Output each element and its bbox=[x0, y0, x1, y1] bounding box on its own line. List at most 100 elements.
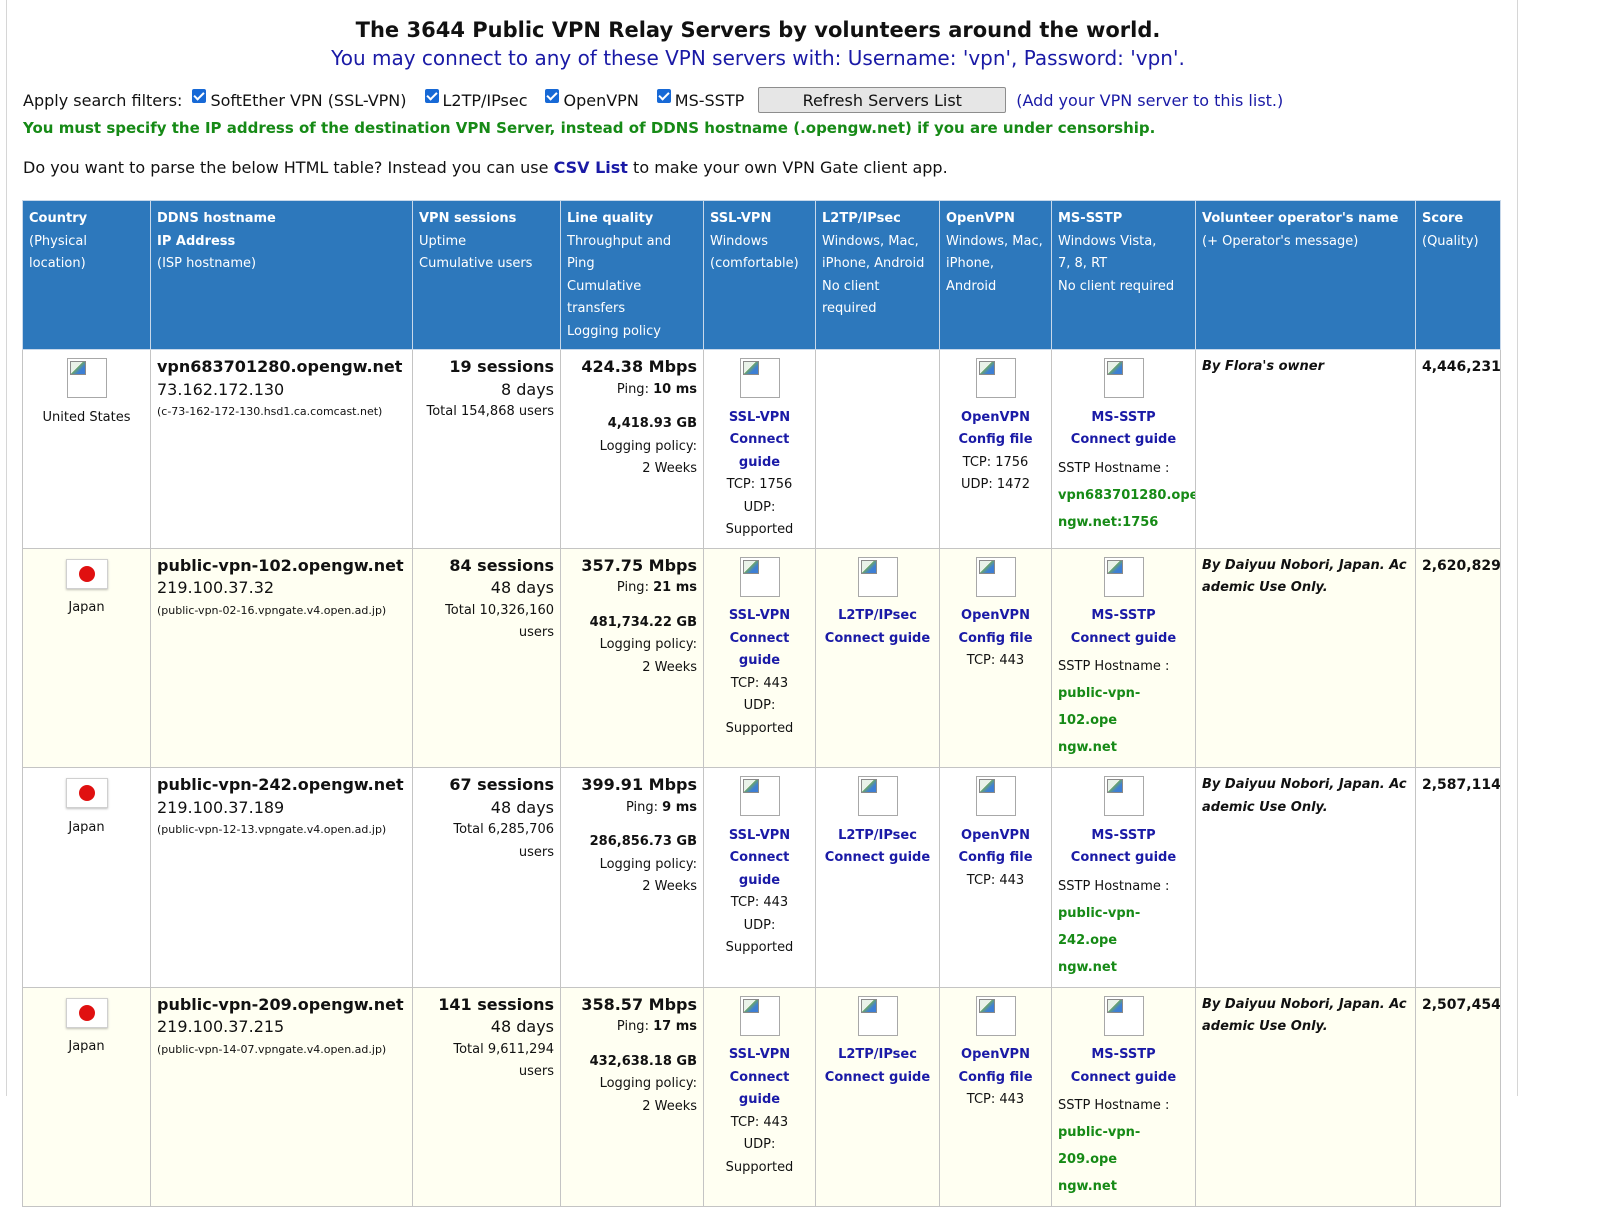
mssstp-link[interactable]: MS-SSTP bbox=[1091, 1047, 1156, 1062]
checkbox-l2tp[interactable] bbox=[424, 89, 439, 103]
openvpn-icon[interactable] bbox=[975, 776, 1016, 816]
sstp-hostname-box: SSTP Hostname : public-vpn-209.ope ngw.net bbox=[1058, 1092, 1189, 1200]
session-count: 67 sessions bbox=[449, 775, 554, 794]
mssstp-icon[interactable] bbox=[1103, 776, 1144, 816]
mssstp-connect-guide-link[interactable]: Connect guide bbox=[1070, 1069, 1177, 1085]
ssl-vpn-icon[interactable] bbox=[739, 556, 780, 597]
ssl-vpn-link[interactable]: SSL-VPN bbox=[728, 409, 791, 425]
openvpn-config-file-link[interactable]: Config file bbox=[958, 630, 1033, 646]
l2tp-connect-guide-link[interactable]: Connect guide bbox=[824, 850, 931, 865]
sstp-hostname-box: SSTP Hostname : vpn683701280.ope ngw.net:1… bbox=[1058, 455, 1195, 536]
l2tp-link[interactable]: L2TP/IPsec bbox=[838, 1047, 917, 1062]
country-name: Japan bbox=[68, 600, 105, 615]
openvpn-icon[interactable] bbox=[975, 995, 1016, 1036]
cumulative-transfers: 286,856.73 GB bbox=[589, 834, 697, 849]
ssl-connect-guide-link[interactable]: Connect guide bbox=[729, 850, 790, 888]
sessions-cell: 84 sessions 48 days Total 10,326,160 use… bbox=[412, 547, 561, 768]
l2tp-cell: L2TP/IPsec Connect guide bbox=[815, 986, 940, 1207]
ssl-vpn-link[interactable]: SSL-VPN bbox=[728, 1047, 791, 1062]
uptime: 48 days bbox=[490, 578, 554, 597]
hostname-cell: public-vpn-209.opengw.net 219.100.37.215… bbox=[150, 986, 413, 1207]
l2tp-icon[interactable] bbox=[857, 776, 898, 816]
filter-label-l2tp[interactable]: L2TP/IPsec bbox=[442, 90, 528, 110]
ip-address: 219.100.37.32 bbox=[157, 578, 275, 597]
country-name: Japan bbox=[68, 819, 105, 835]
ip-address: 219.100.37.215 bbox=[157, 1017, 285, 1036]
ddns-hostname: public-vpn-209.opengw.net bbox=[157, 994, 404, 1014]
col-ssl-vpn: SSL-VPN Windows (comfortable) bbox=[703, 200, 816, 350]
mssstp-link[interactable]: MS-SSTP bbox=[1091, 608, 1156, 623]
checkbox-softether[interactable] bbox=[192, 89, 207, 103]
mssstp-icon[interactable] bbox=[1103, 556, 1144, 597]
openvpn-config-file-link[interactable]: Config file bbox=[958, 1069, 1033, 1085]
l2tp-icon[interactable] bbox=[857, 556, 898, 597]
l2tp-connect-guide-link[interactable]: Connect guide bbox=[824, 630, 931, 646]
l2tp-connect-guide-link[interactable]: Connect guide bbox=[824, 1069, 931, 1085]
mssstp-connect-guide-link[interactable]: Connect guide bbox=[1070, 630, 1177, 646]
openvpn-config-file-link[interactable]: Config file bbox=[958, 432, 1033, 447]
openvpn-config-file-link[interactable]: Config file bbox=[958, 850, 1033, 865]
l2tp-link[interactable]: L2TP/IPsec bbox=[838, 827, 917, 843]
ssl-vpn-icon[interactable] bbox=[739, 776, 780, 816]
mssstp-link[interactable]: MS-SSTP bbox=[1091, 409, 1156, 425]
operator-name: By Daiyuu Nobori, Japan. Academic Use On… bbox=[1202, 777, 1407, 815]
mssstp-link[interactable]: MS-SSTP bbox=[1091, 827, 1156, 843]
uptime: 48 days bbox=[490, 797, 554, 817]
checkbox-mssstp[interactable] bbox=[656, 89, 671, 103]
japan-flag-icon bbox=[65, 558, 108, 589]
mssstp-connect-guide-link[interactable]: Connect guide bbox=[1070, 432, 1177, 447]
cumulative-transfers: 481,734.22 GB bbox=[589, 614, 697, 630]
ssl-vpn-link[interactable]: SSL-VPN bbox=[728, 608, 791, 623]
session-count: 19 sessions bbox=[449, 357, 554, 376]
openvpn-link[interactable]: OpenVPN bbox=[961, 827, 1030, 843]
openvpn-icon[interactable] bbox=[975, 358, 1016, 398]
l2tp-cell bbox=[815, 349, 940, 549]
score-cell: 2,587,114 bbox=[1415, 767, 1501, 988]
score-value: 2,587,114 bbox=[1422, 777, 1501, 793]
col-country: Country (Physical location) bbox=[22, 200, 151, 350]
refresh-servers-button[interactable]: Refresh Servers List bbox=[758, 87, 1007, 113]
filters-label: Apply search filters: bbox=[23, 90, 183, 110]
csv-list-link[interactable]: CSV List bbox=[553, 158, 628, 177]
openvpn-icon[interactable] bbox=[975, 556, 1016, 597]
openvpn-link[interactable]: OpenVPN bbox=[961, 1047, 1030, 1062]
l2tp-icon[interactable] bbox=[857, 995, 898, 1036]
logging-label: Logging policy: bbox=[599, 438, 697, 454]
checkbox-openvpn[interactable] bbox=[545, 89, 560, 103]
operator-name: By Daiyuu Nobori, Japan. Academic Use On… bbox=[1202, 557, 1407, 596]
flag-sun bbox=[78, 785, 95, 801]
sstp-hostname-part2: ngw.net:1756 bbox=[1058, 514, 1159, 530]
ping: Ping: 10 ms bbox=[616, 381, 697, 397]
line-quality-cell: 357.75 Mbps Ping: 21 ms 481,734.22 GB Lo… bbox=[560, 547, 704, 768]
ssl-connect-guide-link[interactable]: Connect guide bbox=[729, 1069, 790, 1108]
ssl-vpn-icon[interactable] bbox=[739, 995, 780, 1036]
ssl-vpn-link[interactable]: SSL-VPN bbox=[728, 827, 791, 843]
filter-label-openvpn[interactable]: OpenVPN bbox=[563, 90, 639, 110]
ssl-vpn-icon[interactable] bbox=[739, 358, 780, 398]
ssl-connect-guide-link[interactable]: Connect guide bbox=[729, 432, 790, 470]
col-mssstp: MS-SSTP Windows Vista, 7, 8, RT No client r… bbox=[1051, 200, 1196, 350]
logging-policy: 2 Weeks bbox=[642, 879, 697, 894]
logging-label: Logging policy: bbox=[599, 1076, 697, 1091]
ping: Ping: 17 ms bbox=[616, 1019, 697, 1034]
line-quality-cell: 358.57 Mbps Ping: 17 ms 432,638.18 GB Lo… bbox=[560, 986, 704, 1207]
score-cell: 2,620,829 bbox=[1415, 547, 1501, 768]
l2tp-link[interactable]: L2TP/IPsec bbox=[838, 608, 917, 623]
openvpn-tcp-port: TCP: 443 bbox=[966, 1092, 1025, 1107]
openvpn-link[interactable]: OpenVPN bbox=[961, 608, 1030, 623]
table-row: Japan public-vpn-209.opengw.net 219.100.… bbox=[22, 986, 1501, 1207]
ssl-connect-guide-link[interactable]: Connect guide bbox=[729, 630, 790, 669]
sstp-hostname-part1: public-vpn-209.ope bbox=[1058, 1125, 1141, 1167]
censorship-notice: You must specify the IP address of the d… bbox=[23, 119, 1156, 137]
cumulative-transfers: 432,638.18 GB bbox=[589, 1053, 697, 1069]
mssstp-icon[interactable] bbox=[1103, 358, 1144, 398]
mssstp-icon[interactable] bbox=[1103, 995, 1144, 1036]
sstp-hostname-label: SSTP Hostname : bbox=[1058, 1098, 1170, 1113]
mssstp-connect-guide-link[interactable]: Connect guide bbox=[1070, 850, 1177, 865]
openvpn-link[interactable]: OpenVPN bbox=[961, 409, 1030, 425]
filter-label-softether[interactable]: SoftEther VPN (SSL-VPN) bbox=[210, 90, 407, 110]
filter-label-mssstp[interactable]: MS-SSTP bbox=[674, 90, 745, 110]
add-server-link[interactable]: (Add your VPN server to this list.) bbox=[1016, 90, 1284, 110]
ssl-udp-support: UDP: Supported bbox=[725, 698, 794, 736]
logging-label: Logging policy: bbox=[599, 856, 697, 872]
